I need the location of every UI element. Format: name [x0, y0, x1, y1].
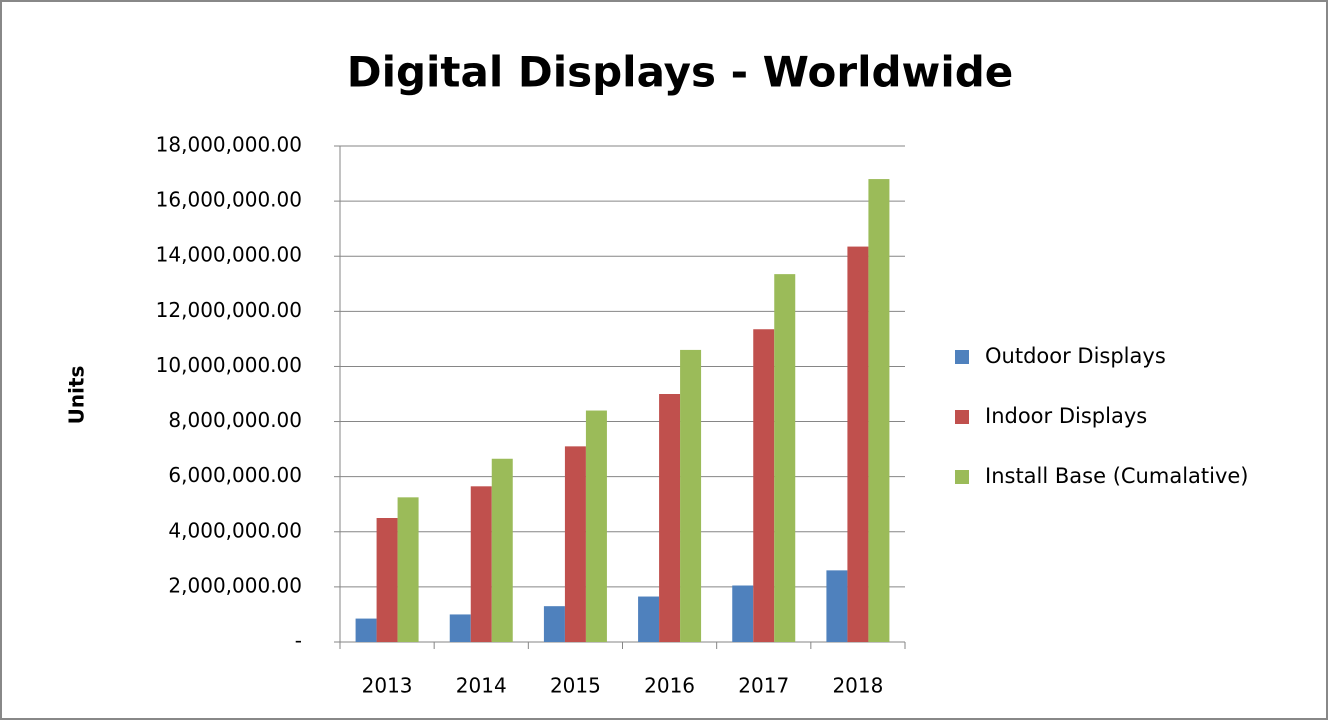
- bar: [638, 596, 660, 642]
- bar: [449, 614, 471, 642]
- x-tick-label: 2017: [738, 674, 789, 698]
- legend-swatch: [955, 410, 969, 424]
- bar: [470, 486, 492, 642]
- bar: [355, 618, 377, 642]
- bar: [774, 274, 796, 642]
- legend-swatch: [955, 350, 969, 364]
- x-tick-label: 2013: [362, 674, 413, 698]
- x-tick-label: 2014: [456, 674, 507, 698]
- legend-swatch: [955, 470, 969, 484]
- y-tick-label: 10,000,000.00: [156, 353, 302, 377]
- x-tick-label: 2018: [832, 674, 883, 698]
- y-tick-label: 8,000,000.00: [168, 408, 302, 432]
- bar: [826, 570, 848, 642]
- y-tick-label: 18,000,000.00: [156, 133, 302, 157]
- bar: [680, 349, 702, 642]
- legend-label: Outdoor Displays: [985, 344, 1166, 368]
- y-tick-label: 4,000,000.00: [168, 518, 302, 542]
- x-tick-label: 2016: [644, 674, 695, 698]
- y-tick-label: 16,000,000.00: [156, 188, 302, 212]
- bar: [659, 394, 681, 642]
- y-axis-label: Units: [65, 366, 89, 425]
- y-tick-label: -: [295, 629, 302, 653]
- bar: [732, 585, 754, 642]
- bar: [397, 497, 419, 642]
- bar: [564, 446, 586, 642]
- y-tick-label: 12,000,000.00: [156, 298, 302, 322]
- y-tick-label: 14,000,000.00: [156, 243, 302, 267]
- bar: [753, 329, 775, 642]
- y-tick-label: 6,000,000.00: [168, 463, 302, 487]
- bar: [868, 179, 890, 643]
- bar: [491, 458, 513, 642]
- bar: [543, 606, 565, 642]
- legend-label: Install Base (Cumalative): [985, 464, 1249, 488]
- bar: [847, 246, 869, 643]
- bar: [585, 410, 607, 642]
- bar: [376, 518, 398, 642]
- legend-label: Indoor Displays: [985, 404, 1147, 428]
- y-tick-label: 2,000,000.00: [168, 573, 302, 597]
- chart-title: Digital Displays - Worldwide: [347, 48, 1014, 97]
- x-tick-label: 2015: [550, 674, 601, 698]
